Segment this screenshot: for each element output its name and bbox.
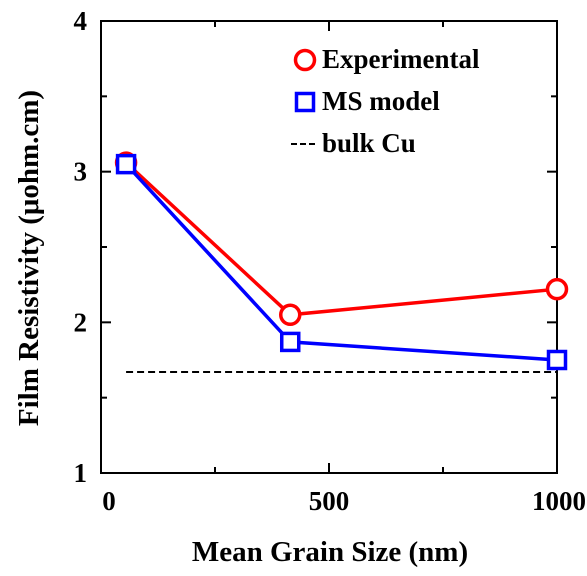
- y-tick-label-4: 4: [74, 6, 88, 36]
- x-tick-label-0: 0: [102, 486, 116, 516]
- legend-label-ms-model: MS model: [322, 86, 440, 116]
- legend-marker-experimental: [293, 48, 317, 72]
- point-ms-model-1: [279, 331, 301, 353]
- y-tick-label-3: 3: [74, 157, 88, 187]
- x-tick-label-1000: 1000: [532, 486, 586, 516]
- legend-label-bulk-cu: bulk Cu: [322, 128, 416, 158]
- legend-marker-ms-model: [294, 91, 316, 113]
- point-ms-model-2: [546, 349, 568, 371]
- legend-label-experimental: Experimental: [322, 44, 480, 74]
- y-tick-label-1: 1: [74, 458, 88, 488]
- point-ms-model-0: [115, 153, 137, 175]
- series-line-ms-model: [124, 162, 558, 362]
- point-experimental-2: [545, 277, 569, 301]
- x-tick-label-500: 500: [309, 486, 350, 516]
- y-tick-label-2: 2: [74, 307, 88, 337]
- series-line-experimental: [124, 161, 558, 317]
- y-axis-title: Film Resistivity (μohm.cm): [13, 90, 45, 426]
- x-axis-title: Mean Grain Size (nm): [192, 536, 468, 568]
- point-experimental-1: [278, 303, 302, 327]
